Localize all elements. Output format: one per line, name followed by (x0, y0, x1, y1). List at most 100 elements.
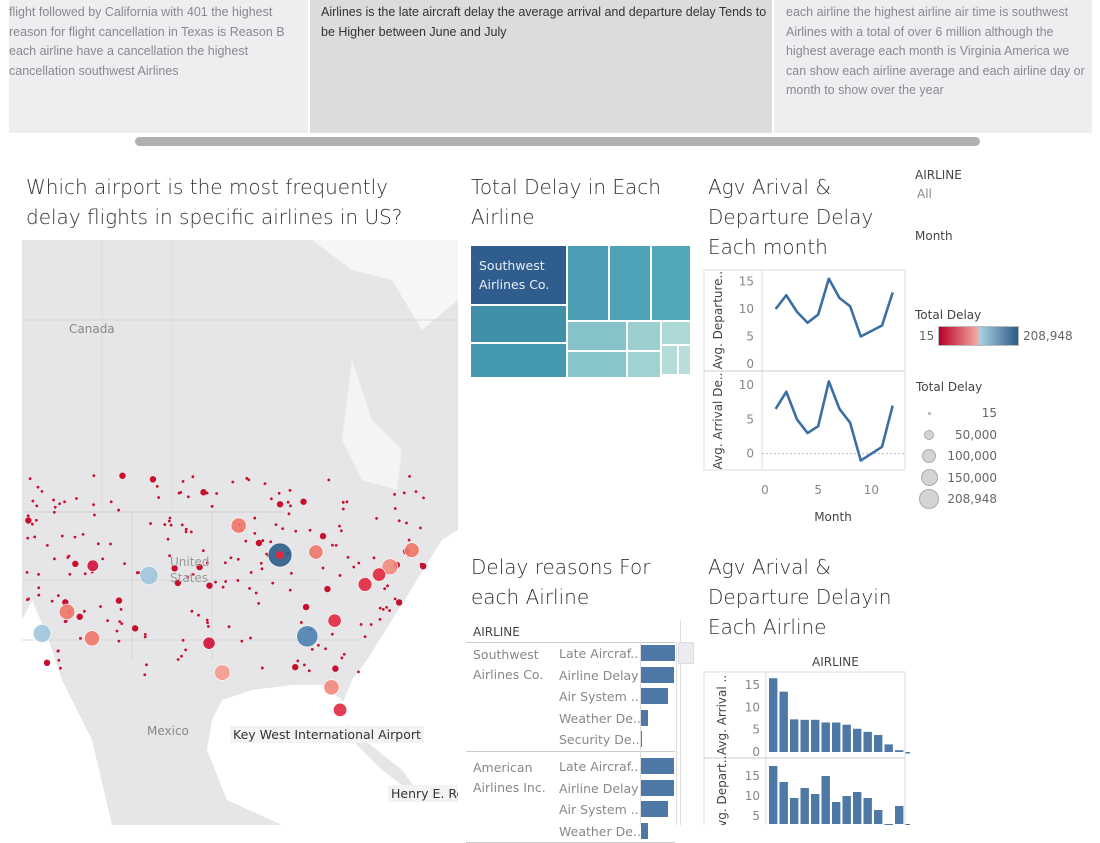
airport-dot (168, 554, 172, 558)
treemap-tile-label: Southwest Airlines Co. (479, 258, 550, 292)
airport-dot (186, 495, 190, 499)
airport-dot (72, 560, 79, 568)
airport-dot (190, 609, 194, 613)
treemap-tile[interactable] (679, 346, 690, 374)
airport-dot (184, 648, 188, 652)
reason-bar[interactable] (641, 688, 668, 705)
airport-dot (324, 647, 327, 651)
size-legend-circle (919, 489, 939, 509)
airport-dot (422, 496, 425, 500)
month-filter-label[interactable]: Month (915, 229, 953, 243)
airport-markers[interactable] (22, 240, 458, 825)
airport-dot (341, 500, 345, 504)
treemap-tile[interactable] (628, 322, 660, 350)
airport-dot (334, 543, 338, 547)
airport-dot (289, 504, 292, 508)
y-tick-label: 10 (739, 302, 754, 316)
size-legend-circle (922, 449, 936, 463)
bar (790, 798, 799, 824)
treemap-tile[interactable] (662, 322, 690, 344)
airport-dot (419, 526, 422, 530)
airline-filter-value[interactable]: All (917, 187, 932, 201)
bar (779, 691, 788, 752)
bar (811, 719, 820, 752)
airport-dot (157, 496, 161, 499)
reason-bar[interactable] (641, 779, 675, 796)
airport-dot (36, 485, 40, 489)
bar (895, 806, 904, 824)
treemap-tile[interactable] (610, 246, 650, 320)
treemap-tile[interactable] (662, 346, 677, 374)
airport-dot (393, 507, 397, 510)
airport-dot (357, 670, 360, 674)
airline-bar-chart[interactable]: 15 10 5 0 Avg. Arrival .. 15 10 5 Avg. Depart.. (700, 670, 910, 825)
treemap-tile[interactable] (471, 344, 566, 377)
airline-treemap[interactable]: Southwest Airlines Co. (471, 246, 690, 377)
airport-dot (224, 580, 228, 583)
horizontal-scrollbar[interactable] (135, 137, 980, 146)
treemap-tile[interactable] (471, 306, 566, 342)
airport-dot (184, 530, 188, 534)
reason-bar[interactable] (641, 822, 648, 839)
reasons-column-header: AIRLINE (473, 625, 520, 639)
treemap-tile-southwest[interactable] (471, 246, 566, 304)
story-note-2: Airlines is the late aircraft delay the … (321, 5, 767, 39)
treemap-tile[interactable] (628, 352, 660, 377)
airport-dot (265, 552, 269, 556)
treemap-tile[interactable] (652, 246, 690, 320)
airport-dot (109, 542, 112, 546)
airport-dot (163, 523, 167, 526)
airport-dot (181, 479, 185, 483)
bar (905, 752, 910, 754)
story-point-1[interactable] (9, 0, 308, 133)
size-legend-circle (920, 469, 938, 486)
airport-dot (176, 658, 180, 661)
story-point-3[interactable] (774, 0, 1092, 133)
reason-bar[interactable] (641, 709, 649, 726)
airport-dot (109, 500, 113, 504)
scrollbar-thumb[interactable] (678, 642, 694, 664)
airport-dot (169, 523, 173, 527)
airline-name: American Airlines Inc. (473, 760, 546, 795)
airport-dot (375, 516, 378, 520)
month-line-chart[interactable]: 15 10 5 0 Avg. Departure.. 10 5 0 Avg. Arrival D… (700, 265, 910, 530)
reasons-scrollbar[interactable] (676, 642, 694, 825)
airport-bubble (202, 636, 216, 650)
map-tooltip-henry-e-rohlsen[interactable]: Henry E. Ro (388, 785, 458, 802)
airport-dot (271, 581, 275, 585)
airport-dot (25, 571, 29, 574)
airport-dot (363, 635, 367, 639)
reason-bar[interactable] (641, 731, 642, 748)
map-label-canada: Canada (69, 322, 115, 336)
airport-dot (405, 521, 408, 525)
reason-bar[interactable] (641, 801, 668, 818)
airport-dot (167, 519, 171, 523)
airport-dot (40, 489, 44, 493)
story-point-2[interactable] (310, 0, 772, 133)
airport-dot (66, 556, 70, 559)
airport-dot (68, 572, 72, 576)
airport-dot (395, 599, 403, 606)
airport-dot (180, 523, 184, 527)
airport-dot (277, 491, 281, 495)
airline-chart-xlabel: AIRLINE (812, 655, 859, 669)
map-tooltip-key-west[interactable]: Key West International Airport (230, 726, 424, 743)
chart-frame (703, 269, 906, 471)
reason-bar[interactable] (641, 645, 675, 661)
bar (811, 794, 820, 824)
airline-name: Southwest Airlines Co. (473, 647, 544, 682)
reason-label: Late Aircraf.. (559, 759, 639, 774)
treemap-tile[interactable] (568, 246, 608, 320)
airport-dot (299, 621, 303, 624)
treemap-tile[interactable] (568, 352, 626, 377)
bar (874, 735, 883, 752)
reason-bar[interactable] (641, 758, 675, 774)
airline-chart-title: Agv Arival & Departure Delayin Each Airl… (708, 555, 892, 639)
treemap-tile[interactable] (568, 322, 626, 350)
bar (769, 766, 778, 824)
airport-map[interactable]: Canada United States Mexico Key West Int… (22, 240, 458, 825)
color-legend-title: Total Delay (915, 308, 982, 322)
airport-dot (143, 633, 147, 636)
airport-dot (155, 484, 159, 488)
reason-bar[interactable] (641, 666, 675, 683)
